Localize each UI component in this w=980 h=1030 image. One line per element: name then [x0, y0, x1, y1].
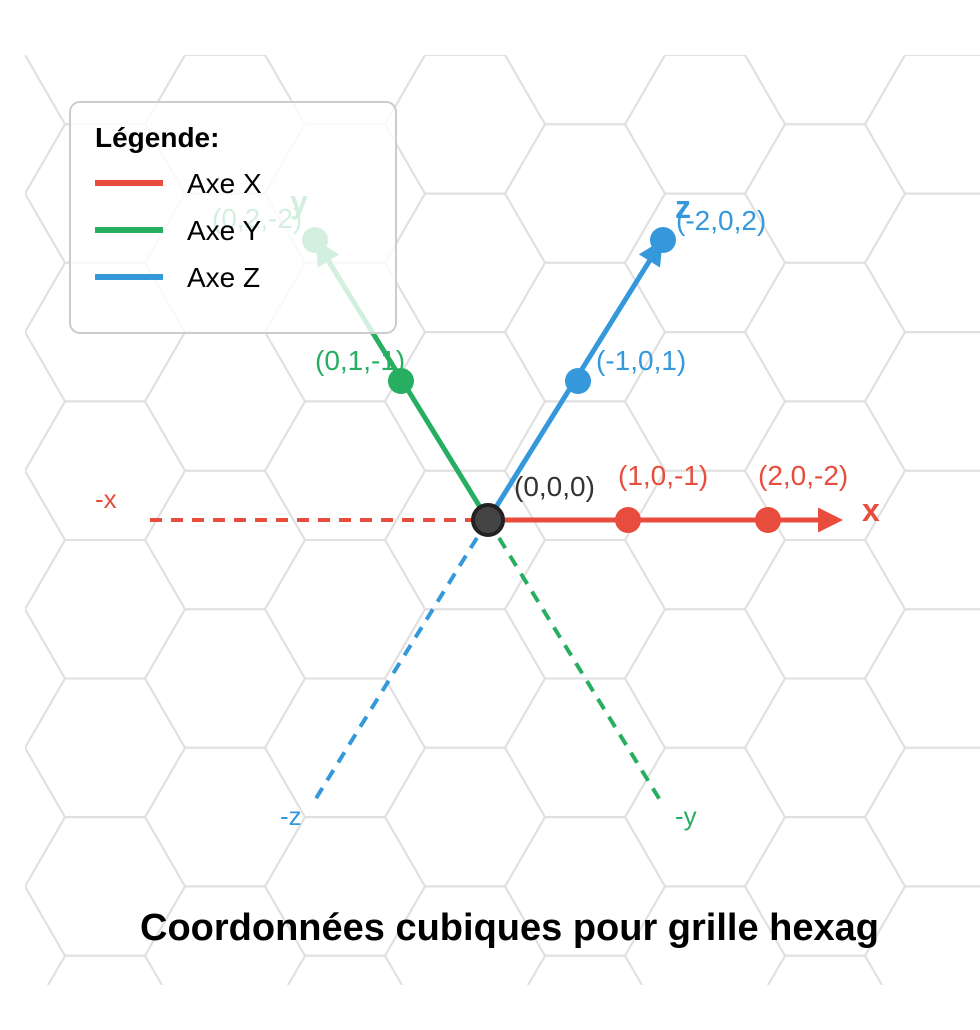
hex-cell [25, 469, 67, 611]
hex-cell [623, 469, 787, 611]
hex-cell [625, 1025, 785, 1030]
point-label: (0,1,-1) [315, 345, 405, 376]
hex-cell [385, 1025, 545, 1030]
hex-cell [743, 539, 907, 680]
point [650, 227, 676, 253]
point-label: (-2,0,2) [676, 205, 766, 236]
hex-cell [743, 123, 907, 264]
hex-cell [623, 746, 787, 888]
hex-cell [145, 1025, 305, 1030]
hex-cell [143, 469, 307, 611]
hex-cell [25, 55, 67, 195]
point [755, 507, 781, 533]
hex-cell [863, 55, 980, 195]
axis-label: -z [280, 801, 302, 831]
point-label: (1,0,-1) [618, 460, 708, 491]
hex-cell [25, 192, 67, 334]
hex-cell [383, 55, 547, 195]
axis-label: -y [675, 801, 697, 831]
axis-label: -x [95, 484, 117, 514]
hex-cell [526, 954, 644, 985]
hex-cell [263, 539, 427, 680]
hex-cell [383, 608, 547, 749]
hex-cell [143, 608, 307, 749]
legend-label: Axe X [187, 168, 262, 199]
hex-cell [903, 55, 980, 56]
point [388, 368, 414, 394]
point-label: (2,0,-2) [758, 460, 848, 491]
hex-cell [503, 677, 667, 819]
hex-cell [383, 746, 547, 888]
hex-cell [25, 885, 67, 985]
hex-cell [503, 539, 667, 680]
legend-label: Axe Z [187, 262, 260, 293]
hex-cell [766, 954, 884, 985]
hex-cell [863, 746, 980, 888]
legend: Légende: Axe X Axe Y Axe Z [69, 101, 397, 334]
hex-cell [25, 746, 67, 888]
hex-cell [503, 55, 667, 126]
point [565, 368, 591, 394]
point-label: (0,0,0) [514, 471, 595, 502]
legend-title: Légende: [95, 122, 219, 153]
axis-label: x [862, 492, 880, 528]
point [615, 507, 641, 533]
title: Coordonnées cubiques pour grille hexag [140, 907, 879, 949]
hex-cell [25, 55, 27, 56]
hex-cell [623, 608, 787, 749]
legend-label: Axe Y [187, 215, 262, 246]
hex-cell [503, 123, 667, 264]
hex-cell [865, 1025, 980, 1030]
hex-cell [743, 55, 907, 126]
neg-y-axis [486, 518, 662, 802]
point-label: (-1,0,1) [596, 345, 686, 376]
hex-cell [863, 608, 980, 749]
hex-cell [383, 192, 547, 334]
hex-cell [263, 677, 427, 819]
hex-cell [743, 261, 907, 403]
hex-cell [286, 954, 404, 985]
hex-cell [863, 331, 980, 472]
hex-cell [663, 55, 747, 56]
hex-cell [383, 331, 547, 472]
hex-cell [743, 677, 907, 819]
axis-label: z [675, 189, 691, 225]
hex-cell [25, 331, 67, 472]
hex-cell [863, 192, 980, 334]
hex-cell [623, 55, 787, 195]
hex-cell [25, 608, 67, 749]
neg-z-axis [313, 518, 490, 802]
hex-cell [423, 55, 507, 56]
hex-cell [183, 55, 267, 56]
hex-cell [863, 885, 980, 985]
hex-cell [863, 469, 980, 611]
hex-cell [25, 677, 187, 819]
hex-cell [143, 331, 307, 472]
origin-point [471, 503, 505, 537]
hex-cell [25, 539, 187, 680]
hex-cell [46, 954, 164, 985]
hex-cell [0, 1025, 65, 1030]
